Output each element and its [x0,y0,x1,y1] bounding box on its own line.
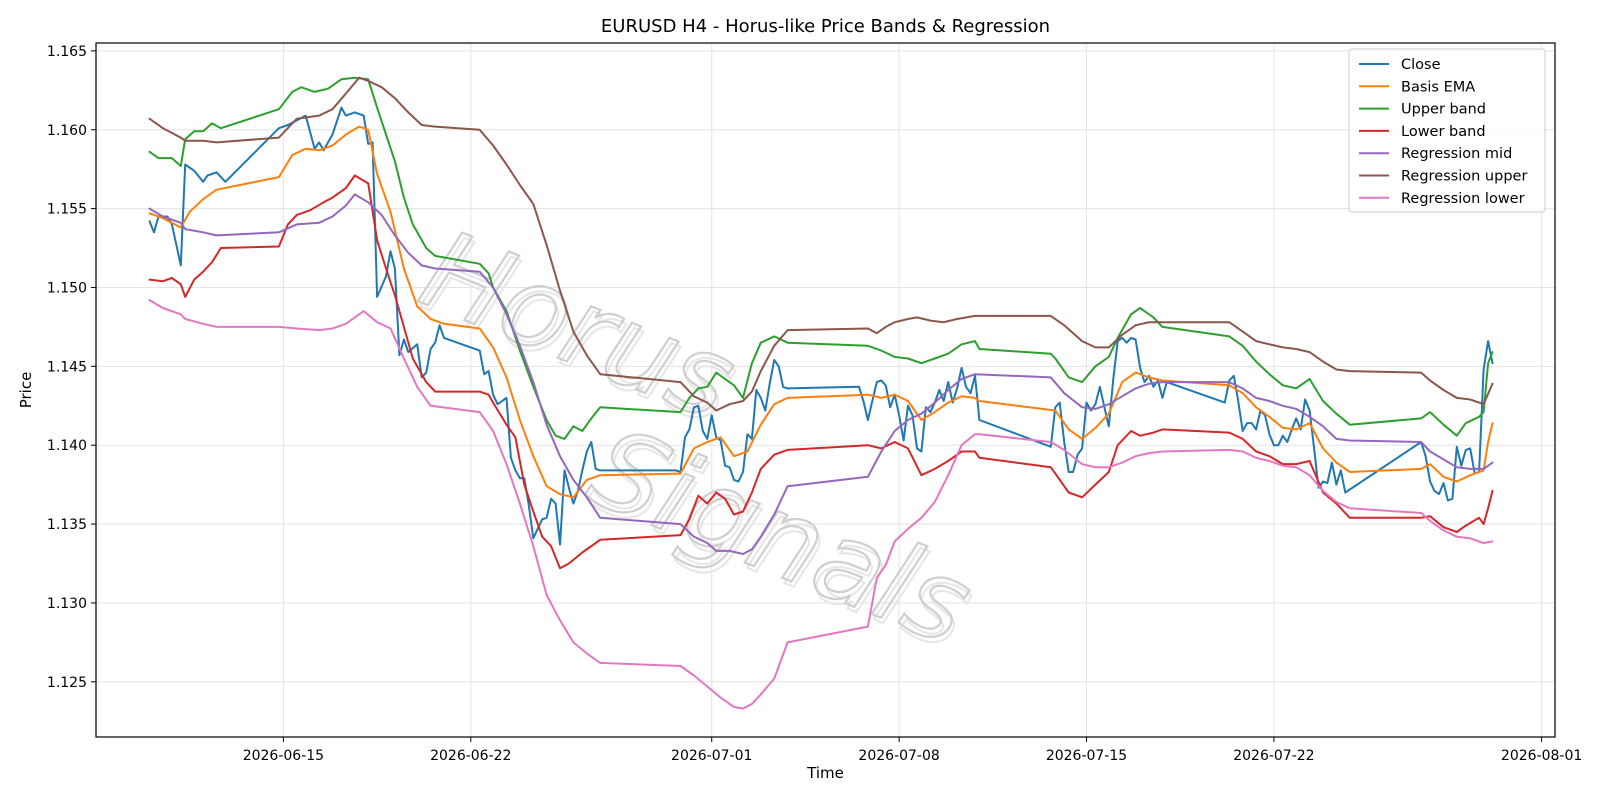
x-tick-label: 2026-06-22 [430,748,511,764]
x-tick-label: 2026-08-01 [1501,748,1582,764]
y-tick-label: 1.155 [47,202,87,218]
legend-label: Close [1401,57,1441,73]
legend: Close Basis EMA Upper band Lower band Regres… [1348,48,1546,213]
x-axis-label: Time [806,764,844,782]
legend-label: Regression lower [1401,191,1525,207]
series-line-close [148,106,1494,546]
legend-label: Regression upper [1401,169,1527,185]
series-line-regression-mid [148,193,1494,555]
y-tick-label: 1.125 [47,675,87,691]
x-tick-label: 2026-06-15 [243,748,324,764]
chart-title: EURUSD H4 - Horus-like Price Bands & Reg… [601,16,1050,37]
legend-label: Lower band [1401,124,1486,140]
y-tick-label: 1.135 [47,517,87,533]
y-tick-label: 1.140 [47,438,87,454]
y-tick-label: 1.165 [47,44,87,60]
y-tick-label: 1.160 [47,123,87,139]
series-lines [148,76,1494,710]
x-tick-label: 2026-07-22 [1233,748,1314,764]
series-line-regression-lower [148,299,1494,710]
plot-frame [95,42,1556,738]
y-tick-label: 1.150 [47,280,87,296]
y-tick-label: 1.130 [47,596,87,612]
x-tick-label: 2026-07-15 [1046,748,1127,764]
legend-label: Regression mid [1401,146,1512,162]
legend-label: Upper band [1401,102,1486,118]
x-tick-label: 2026-07-08 [858,748,939,764]
series-line-lower-band [148,174,1494,570]
y-axis-label: Price [17,372,35,409]
legend-box [1348,48,1546,213]
grid [96,43,1555,737]
legend-label: Basis EMA [1401,79,1475,95]
series-line-regression-upper [148,76,1494,412]
x-tick-label: 2026-07-01 [671,748,752,764]
series-line-upper-band [148,76,1494,440]
y-tick-label: 1.145 [47,359,87,375]
series-line-basis-ema [148,125,1494,499]
